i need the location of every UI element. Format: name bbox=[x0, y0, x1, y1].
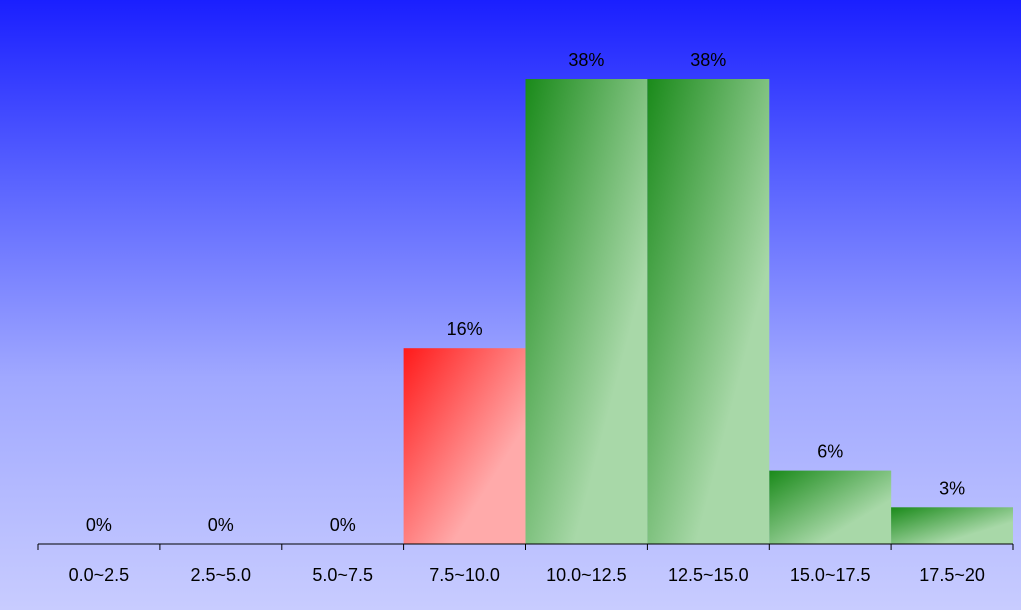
bars-layer bbox=[403, 79, 1013, 544]
bar-15.0~17.5 bbox=[769, 470, 892, 544]
bar-17.5~20 bbox=[891, 507, 1013, 544]
x-tick-label: 2.5~5.0 bbox=[191, 565, 252, 585]
x-tick-label: 7.5~10.0 bbox=[429, 565, 500, 585]
value-label: 0% bbox=[330, 515, 356, 535]
bar-12.5~15.0 bbox=[647, 79, 770, 544]
value-label: 6% bbox=[817, 442, 843, 462]
value-label: 38% bbox=[690, 50, 726, 70]
value-label: 0% bbox=[208, 515, 234, 535]
x-tick-label: 17.5~20 bbox=[919, 565, 985, 585]
bar-7.5~10.0 bbox=[403, 348, 526, 544]
x-tick-label: 5.0~7.5 bbox=[312, 565, 373, 585]
x-axis: 0.0~2.5 2.5~5.0 5.0~7.5 7.5~10.0 10.0~12.5 12… bbox=[37, 543, 1014, 585]
x-tick-label: 10.0~12.5 bbox=[546, 565, 627, 585]
value-label: 0% bbox=[86, 515, 112, 535]
value-label: 16% bbox=[447, 319, 483, 339]
bar-10.0~12.5 bbox=[525, 79, 648, 544]
value-labels-layer: 0% 0% 0% 16% 38% 38% 6% 3% bbox=[86, 50, 965, 535]
value-label: 38% bbox=[568, 50, 604, 70]
value-label: 3% bbox=[939, 478, 965, 498]
x-tick-label: 0.0~2.5 bbox=[69, 565, 130, 585]
x-tick-label: 12.5~15.0 bbox=[668, 565, 749, 585]
x-tick-label: 15.0~17.5 bbox=[790, 565, 871, 585]
